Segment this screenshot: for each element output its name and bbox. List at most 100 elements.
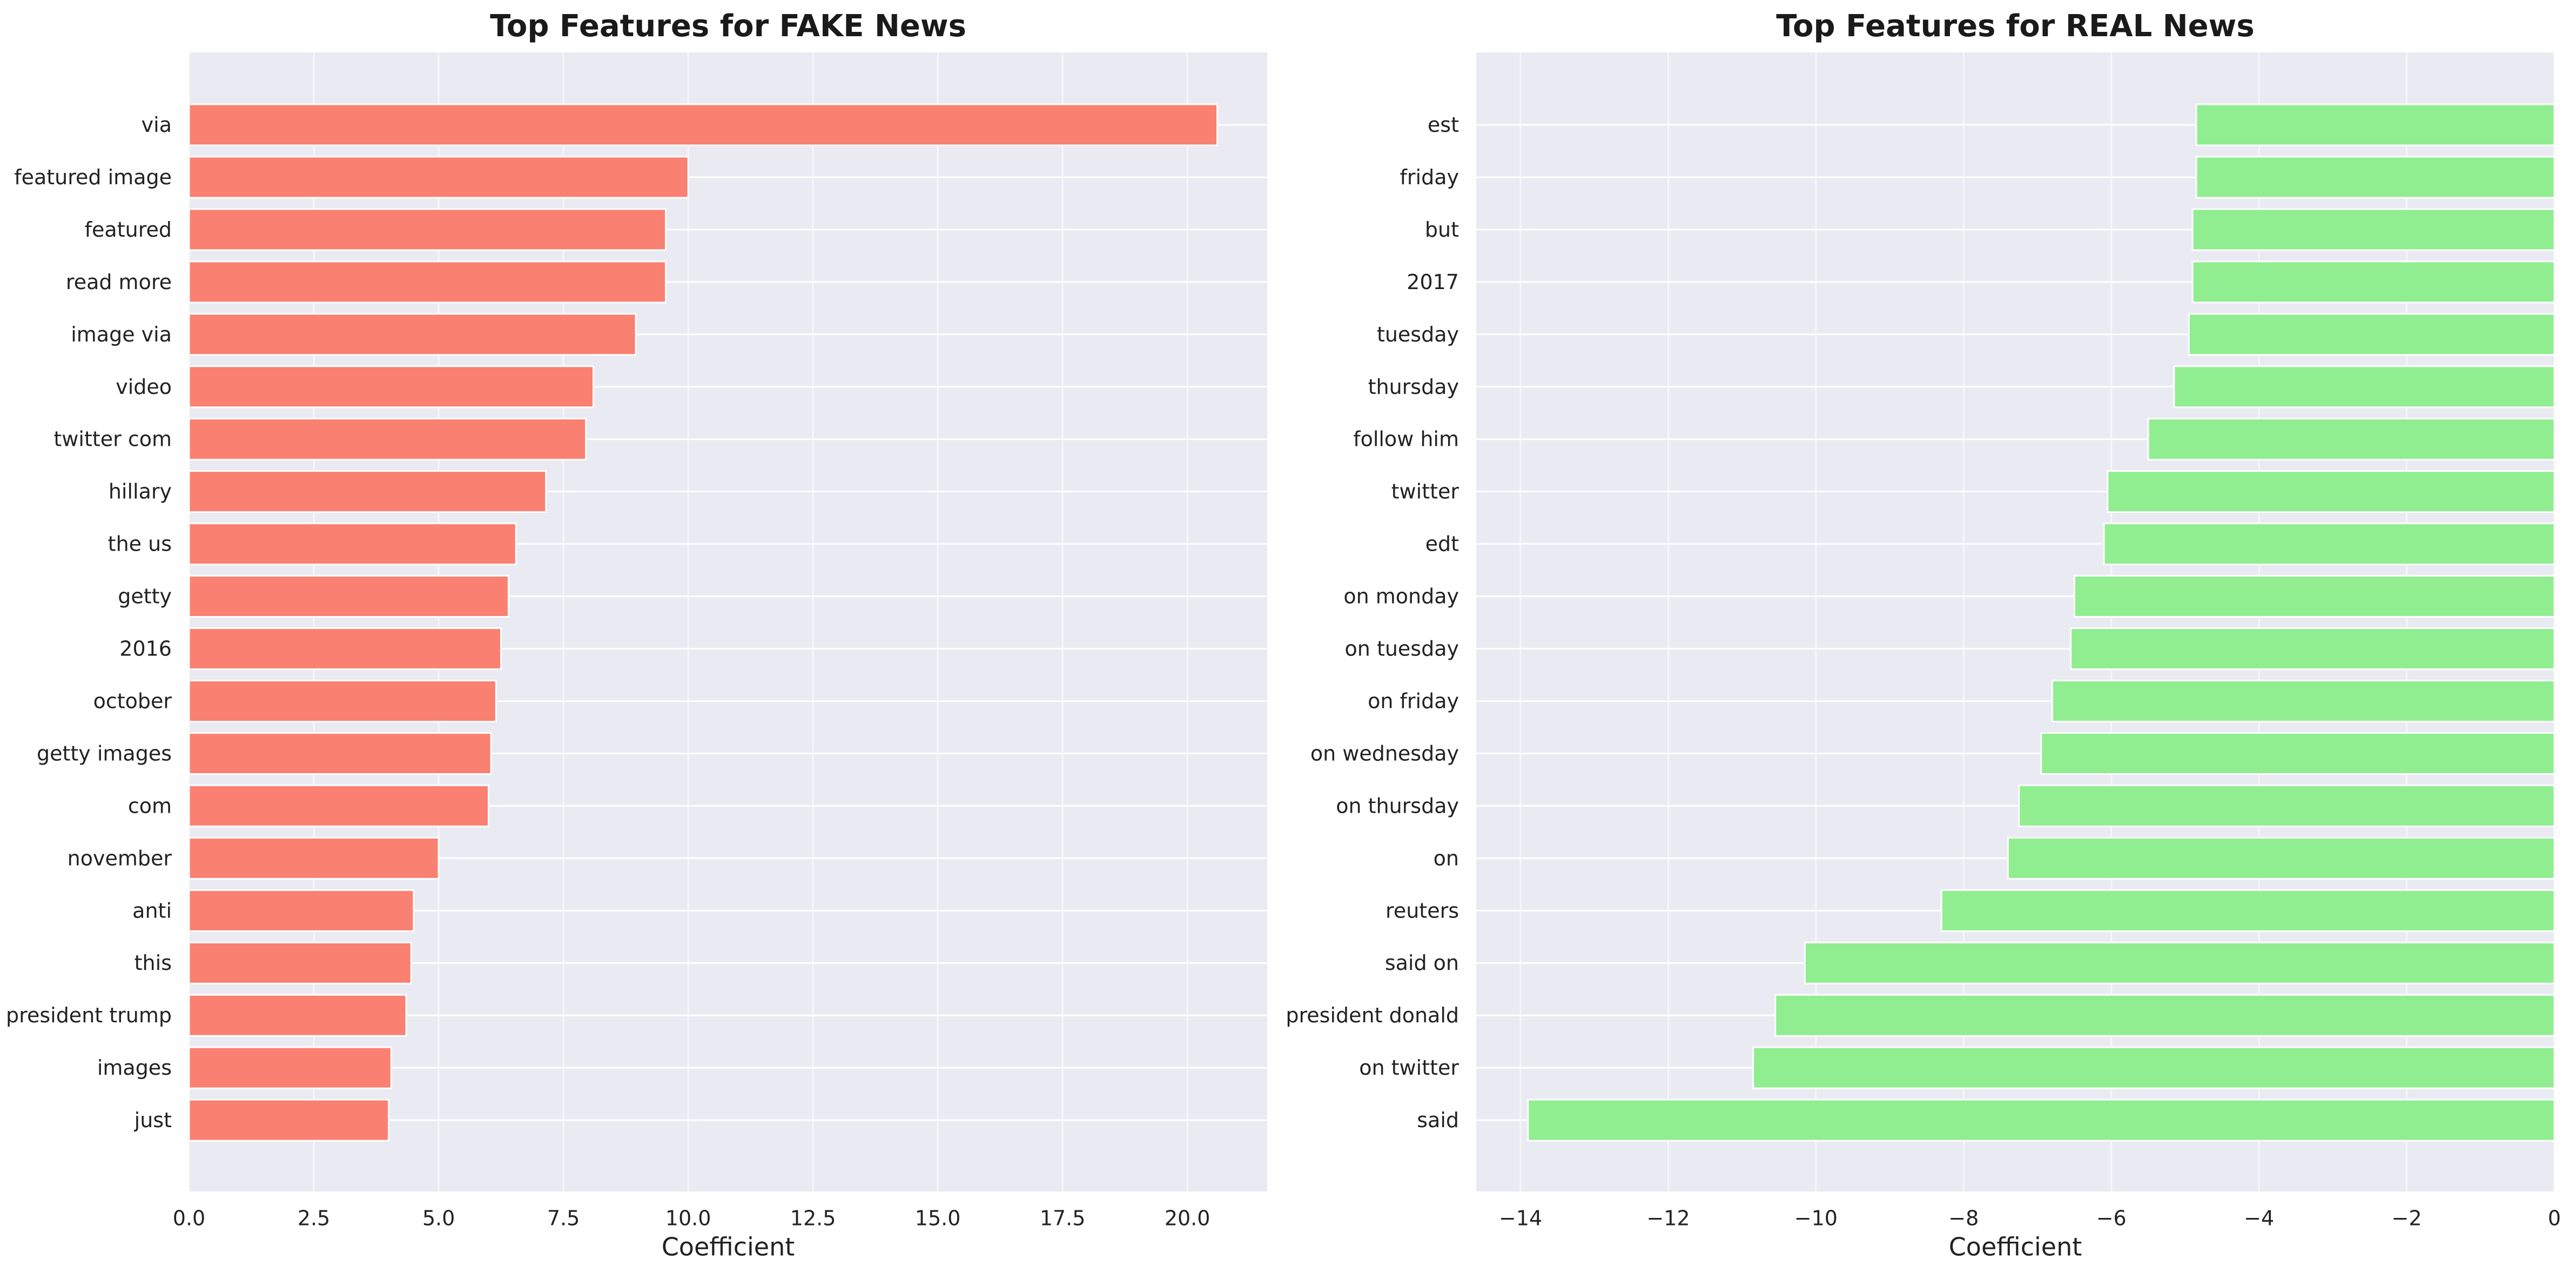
chart-panel-2: est friday but 2017 tuesday thursday follow hi… (1286, 9, 2561, 1261)
x-tick-label: 17.5 (1040, 1207, 1086, 1230)
category-label: getty (118, 585, 172, 608)
bar-on-friday (2051, 679, 2555, 722)
bar-images (188, 1046, 392, 1089)
x-tick-label: 20.0 (1165, 1207, 1210, 1230)
category-label: image via (71, 323, 172, 346)
bar-twitter (2107, 470, 2555, 513)
bar-com (188, 784, 489, 827)
bar-but (2191, 208, 2555, 251)
category-label: on twitter (1359, 1056, 1459, 1080)
bar-tuesday (2188, 313, 2555, 356)
bar-est (2195, 103, 2555, 146)
category-label: on monday (1343, 585, 1459, 608)
bar-thursday (2173, 365, 2555, 409)
x-tick-label: −6 (2096, 1207, 2127, 1230)
bar-2017 (2191, 260, 2555, 304)
x-tick-label: −10 (1794, 1207, 1838, 1230)
bar-anti (188, 889, 415, 932)
bar-on-wednesday (2040, 732, 2555, 775)
category-label: friday (1400, 165, 1459, 189)
category-label: featured (85, 218, 172, 242)
x-tick-label: −14 (1499, 1207, 1542, 1230)
bar-just (188, 1099, 390, 1142)
bar-image-via (188, 313, 637, 356)
category-label: president donald (1286, 1003, 1459, 1027)
chart-title: Top Features for REAL News (1776, 9, 2254, 44)
category-label: october (93, 689, 172, 713)
bar-friday (2195, 156, 2555, 199)
bar-this (188, 941, 412, 985)
category-label: 2017 (1407, 270, 1459, 294)
category-label: hillary (109, 480, 172, 504)
category-label: but (1425, 218, 1459, 242)
category-label: follow him (1353, 427, 1459, 451)
category-label: anti (132, 899, 172, 922)
bar-2016 (188, 627, 502, 670)
category-label: on thursday (1336, 794, 1459, 818)
bar-october (188, 679, 497, 722)
bar-getty-images (188, 732, 492, 775)
x-tick-label: 15.0 (915, 1207, 961, 1230)
bar-getty (188, 575, 509, 618)
x-tick-label: 2.5 (298, 1207, 330, 1230)
bar-follow-him (2147, 418, 2555, 461)
category-label: this (134, 951, 172, 975)
bar-said (1527, 1099, 2555, 1142)
chart-title: Top Features for FAKE News (490, 9, 966, 44)
x-tick-label: 0.0 (173, 1207, 205, 1230)
chart-panel-1: via featured image featured read more image … (6, 9, 1267, 1262)
x-axis-label: Coefficient (662, 1233, 795, 1262)
x-tick-label: −8 (1948, 1207, 1979, 1230)
x-axis-label: Coefficient (1949, 1233, 2082, 1262)
category-label: president trump (6, 1003, 172, 1027)
bar-twitter-com (188, 418, 587, 461)
category-label: edt (1425, 532, 1459, 556)
bar-on-thursday (2018, 784, 2555, 827)
category-label: reuters (1385, 899, 1459, 922)
category-label: thursday (1368, 375, 1459, 399)
category-label: est (1428, 113, 1459, 137)
x-tick-label: 5.0 (422, 1207, 455, 1230)
bar-featured (188, 208, 667, 251)
category-label: just (134, 1108, 172, 1132)
bar-president-trump (188, 994, 407, 1037)
category-label: read more (66, 270, 172, 294)
bar-president-donald (1774, 994, 2555, 1037)
bar-on-twitter (1752, 1046, 2555, 1089)
bar-video (188, 365, 594, 409)
bar-hillary (188, 470, 547, 513)
category-label: images (97, 1056, 172, 1080)
category-label: tuesday (1377, 323, 1459, 346)
bar-reuters (1940, 889, 2555, 932)
category-label: said (1417, 1108, 1459, 1132)
x-tick-label: 10.0 (665, 1207, 711, 1230)
bar-on (2007, 836, 2555, 880)
category-label: com (128, 794, 172, 818)
category-label: november (68, 846, 172, 870)
category-label: on friday (1368, 689, 1459, 713)
bar-on-tuesday (2070, 627, 2555, 670)
category-label: twitter (1391, 480, 1459, 504)
x-tick-label: −4 (2244, 1207, 2274, 1230)
category-label: 2016 (119, 637, 172, 661)
bar-edt (2103, 523, 2555, 566)
bar-november (188, 836, 440, 880)
category-label: the us (108, 532, 172, 556)
category-label: on tuesday (1345, 637, 1459, 661)
category-label: on wednesday (1310, 741, 1459, 765)
x-tick-label: −12 (1646, 1207, 1690, 1230)
category-label: video (116, 375, 172, 399)
bar-featured-image (188, 156, 689, 199)
x-tick-label: 0 (2548, 1207, 2561, 1230)
category-label: twitter com (53, 427, 172, 451)
bar-said-on (1804, 941, 2555, 985)
category-label: via (142, 113, 172, 137)
category-label: featured image (14, 165, 172, 189)
x-tick-label: 7.5 (547, 1207, 580, 1230)
bar-via (188, 103, 1219, 146)
x-tick-label: −2 (2392, 1207, 2422, 1230)
category-label: said on (1385, 951, 1459, 975)
x-tick-label: 12.5 (790, 1207, 836, 1230)
bar-read-more (188, 260, 667, 304)
